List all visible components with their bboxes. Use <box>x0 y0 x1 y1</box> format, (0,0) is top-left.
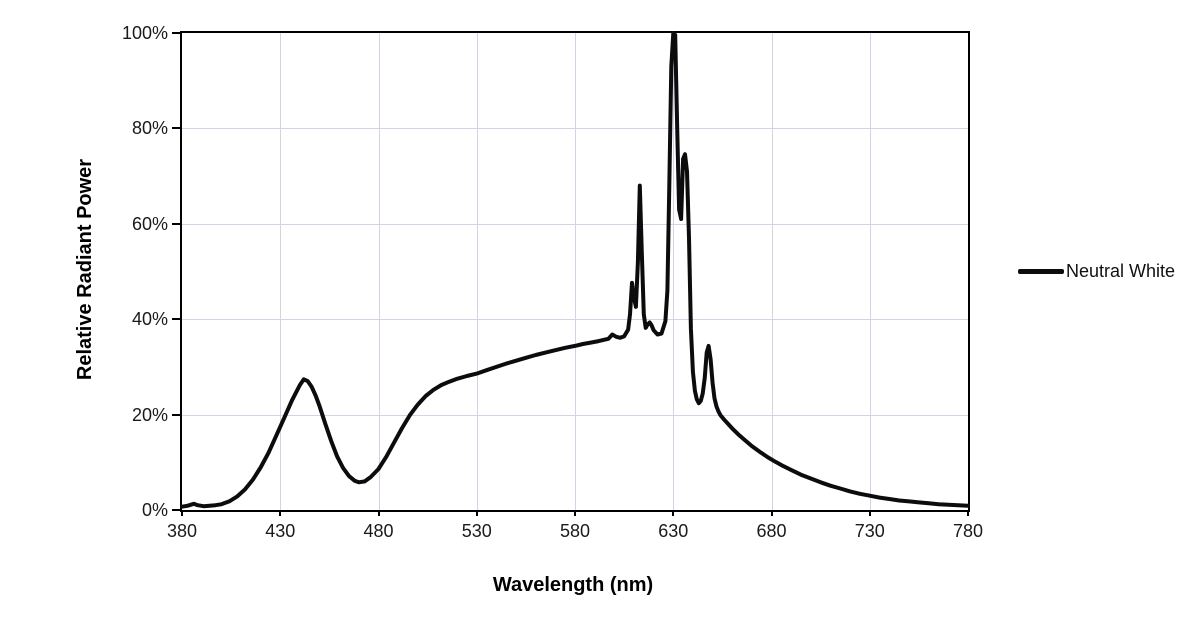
y-tick-label-40: 40% <box>131 309 168 330</box>
gridline-x-580 <box>575 33 576 510</box>
legend-label: Neutral White <box>1066 261 1176 281</box>
x-tick-780 <box>967 510 969 516</box>
x-tick-630 <box>672 510 675 516</box>
y-tick-label-0: 0% <box>141 500 168 520</box>
x-tick-label-530: 530 <box>461 521 492 541</box>
y-tick-label-60: 60% <box>131 213 168 234</box>
y-tick-label-100: 100% <box>121 23 168 43</box>
y-tick-20 <box>172 413 181 416</box>
x-tick-430 <box>279 510 282 516</box>
x-tick-730 <box>868 510 871 516</box>
x-tick-480 <box>377 510 380 516</box>
y-tick-100 <box>172 32 181 34</box>
x-tick-label-780: 780 <box>952 521 984 541</box>
x-tick-label-480: 480 <box>363 521 394 541</box>
x-tick-580 <box>574 510 576 516</box>
gridline-x-630 <box>673 33 675 510</box>
y-tick-80 <box>172 127 181 130</box>
gridline-x-530 <box>476 33 478 510</box>
y-tick-label-20: 20% <box>131 404 168 425</box>
plot-area <box>180 31 970 512</box>
series-line-svg <box>180 31 970 509</box>
x-axis-title: Wavelength (nm) <box>492 574 654 596</box>
x-tick-label-730: 730 <box>854 521 885 541</box>
x-tick-680 <box>770 510 773 516</box>
y-tick-60 <box>172 222 181 225</box>
gridline-x-730 <box>869 33 871 510</box>
y-tick-label-80: 80% <box>131 118 168 139</box>
legend: Neutral White <box>1018 262 1175 280</box>
x-tick-380 <box>181 510 183 516</box>
x-tick-label-630: 630 <box>658 521 689 541</box>
gridline-x-680 <box>771 33 773 510</box>
gridline-x-430 <box>280 33 282 510</box>
x-tick-label-680: 680 <box>756 521 787 541</box>
legend-line-swatch <box>1018 268 1064 274</box>
y-axis-title-wrap: Relative Radiant Power <box>62 31 110 508</box>
y-tick-0 <box>172 509 181 511</box>
y-tick-40 <box>172 318 181 321</box>
x-tick-label-580: 580 <box>559 521 591 541</box>
y-axis-title: Relative Radiant Power <box>74 158 97 381</box>
x-tick-530 <box>475 510 478 516</box>
series-neutral-white <box>180 31 970 509</box>
x-tick-label-430: 430 <box>265 521 296 541</box>
gridline-x-480 <box>378 33 380 510</box>
x-tick-label-380: 380 <box>166 521 198 541</box>
